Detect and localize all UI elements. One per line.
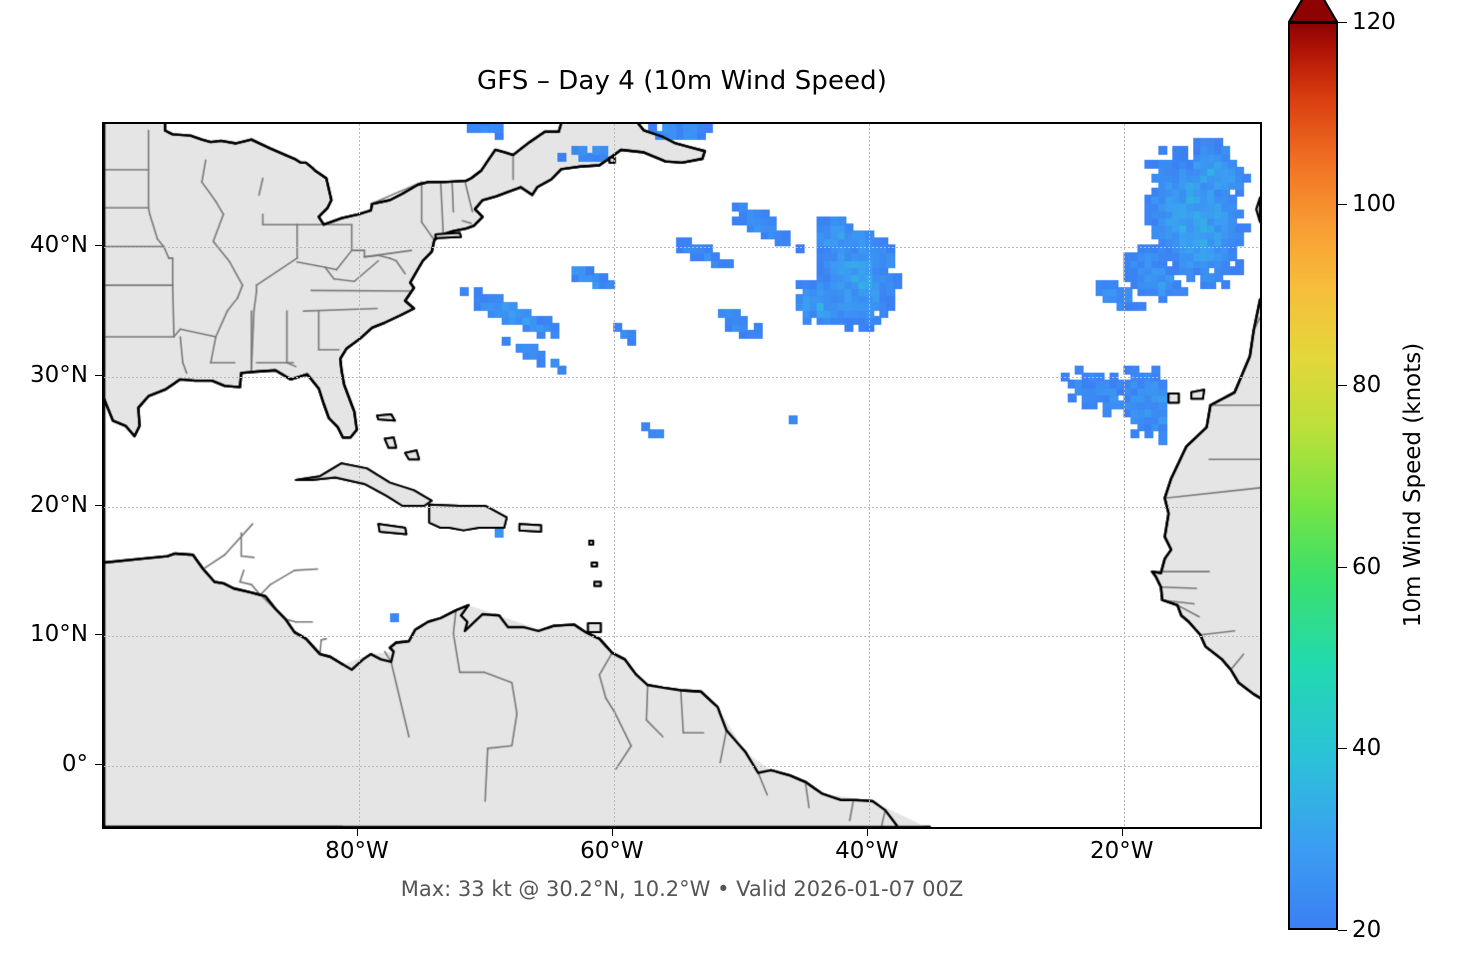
y-axis-tick [95, 374, 102, 376]
y-axis-tick-label: 0° [61, 751, 88, 778]
x-axis-tick-label: 20°W [1090, 838, 1154, 864]
colorbar-tick [1338, 385, 1347, 387]
page-title: GFS – Day 4 (10m Wind Speed) [477, 66, 887, 96]
colorbar-tick-label: 20 [1352, 917, 1382, 943]
wind-speed-heatmap[interactable] [104, 124, 1260, 827]
colorbar-gradient [1288, 22, 1338, 930]
colorbar[interactable] [1288, 0, 1338, 930]
colorbar-tick-label: 60 [1352, 553, 1382, 580]
map-axes[interactable] [102, 122, 1262, 829]
x-axis-tick-label: 80°W [325, 838, 389, 864]
y-axis-tick [95, 634, 102, 636]
colorbar-tick-label: 40 [1352, 735, 1382, 762]
colorbar-tick [1338, 203, 1347, 205]
x-axis-tick [1121, 829, 1123, 836]
x-axis-tick-label: 60°W [580, 838, 644, 864]
y-axis-tick-label: 30°N [30, 361, 88, 388]
x-axis-tick [611, 829, 613, 836]
y-axis-tick-label: 40°N [30, 232, 88, 259]
y-axis-tick [95, 504, 102, 506]
colorbar-extend-max-arrow [1288, 0, 1338, 23]
colorbar-tick [1338, 566, 1347, 568]
map-subtitle: Max: 33 kt @ 30.2°N, 10.2°W • Valid 2026… [400, 877, 964, 901]
colorbar-title-text: 10m Wind Speed (knots) [1400, 342, 1426, 627]
x-axis-tick [356, 829, 358, 836]
y-axis-tick [95, 245, 102, 247]
colorbar-tick-label: 120 [1352, 9, 1396, 35]
colorbar-title: 10m Wind Speed (knots) [1393, 0, 1433, 969]
colorbar-tick [1338, 930, 1347, 931]
x-axis-tick-label: 40°W [835, 838, 899, 864]
y-axis-tick [95, 764, 102, 766]
y-axis-tick-label: 20°N [30, 491, 88, 518]
colorbar-tick [1338, 748, 1347, 750]
y-axis-tick-label: 10°N [30, 621, 88, 648]
colorbar-tick-label: 100 [1352, 190, 1396, 217]
colorbar-tick [1338, 22, 1347, 23]
colorbar-tick-label: 80 [1352, 372, 1382, 399]
x-axis-tick [866, 829, 868, 836]
